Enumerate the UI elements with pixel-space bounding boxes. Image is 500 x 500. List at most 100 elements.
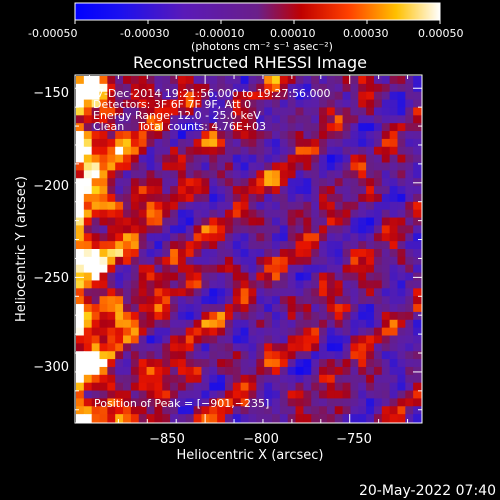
heatmap-cell xyxy=(256,154,265,164)
heatmap-cell xyxy=(279,256,289,266)
heatmap-cell xyxy=(319,154,328,164)
heatmap-cell xyxy=(240,366,250,376)
heatmap-cell xyxy=(115,366,124,376)
heatmap-cell xyxy=(256,256,265,266)
heatmap-cell xyxy=(209,241,218,250)
heatmap-cell xyxy=(130,233,140,242)
heatmap-cell xyxy=(287,249,297,258)
heatmap-cell xyxy=(358,256,367,266)
heatmap-cell xyxy=(397,398,406,407)
heatmap-cell xyxy=(358,311,367,321)
heatmap-cell xyxy=(91,201,101,211)
heatmap-cell xyxy=(91,154,101,164)
heatmap-cell xyxy=(154,154,163,164)
heatmap-cell xyxy=(311,382,320,392)
heatmap-cell xyxy=(170,327,179,337)
heatmap-cell xyxy=(389,327,399,337)
heatmap-cell xyxy=(342,366,352,376)
heatmap-cell xyxy=(123,359,132,368)
heatmap-cell xyxy=(272,99,281,109)
heatmap-cell xyxy=(138,99,148,109)
heatmap-cell xyxy=(217,343,226,352)
heatmap-cell xyxy=(107,146,116,156)
heatmap-cell xyxy=(295,131,304,140)
heatmap-cell xyxy=(193,406,203,415)
heatmap-cell xyxy=(123,162,132,171)
heatmap-cell xyxy=(287,351,297,360)
heatmap-cell xyxy=(287,233,297,242)
heatmap-cell xyxy=(185,138,195,148)
heatmap-cell xyxy=(350,178,359,187)
heatmap-cell xyxy=(107,201,116,211)
heatmap-cell xyxy=(287,217,297,227)
heatmap-cell xyxy=(366,91,375,101)
heatmap-cell xyxy=(405,390,414,400)
heatmap-cell xyxy=(138,162,148,171)
y-tick-label: −300 xyxy=(33,360,69,375)
heatmap-cell xyxy=(358,225,367,234)
heatmap-cell xyxy=(177,398,187,407)
heatmap-cell xyxy=(123,351,132,360)
heatmap-cell xyxy=(91,280,101,289)
heatmap-cell xyxy=(91,343,101,352)
heatmap-cell xyxy=(264,138,273,148)
heatmap-cell xyxy=(311,351,320,360)
heatmap-cell xyxy=(240,288,250,297)
heatmap-cell xyxy=(154,123,163,132)
heatmap-cell xyxy=(303,398,312,407)
heatmap-cell xyxy=(107,374,116,384)
heatmap-cell xyxy=(342,225,352,234)
heatmap-cell xyxy=(326,335,336,344)
heatmap-cell xyxy=(272,233,281,242)
heatmap-cell xyxy=(154,241,163,250)
heatmap-cell xyxy=(232,390,242,400)
heatmap-cell xyxy=(381,414,391,423)
heatmap-cell xyxy=(397,83,406,93)
heatmap-cell xyxy=(123,398,132,407)
heatmap-cell xyxy=(381,123,391,132)
heatmap-cell xyxy=(217,390,226,400)
heatmap-cell xyxy=(217,288,226,297)
heatmap-cell xyxy=(130,217,140,227)
heatmap-cell xyxy=(217,327,226,337)
heatmap-cell xyxy=(287,398,297,407)
heatmap-cell xyxy=(209,178,218,187)
heatmap-cell xyxy=(389,162,399,171)
heatmap-cell xyxy=(154,366,163,376)
heatmap-cell xyxy=(123,217,132,227)
heatmap-cell xyxy=(177,280,187,289)
heatmap-cell xyxy=(413,351,422,360)
y-tick-label: −200 xyxy=(33,179,69,194)
heatmap-cell xyxy=(248,264,257,274)
heatmap-cell xyxy=(248,382,257,392)
heatmap-cell xyxy=(154,91,163,101)
heatmap-cell xyxy=(373,249,383,258)
heatmap-cell xyxy=(154,398,163,407)
heatmap-cell xyxy=(311,76,320,85)
heatmap-cell xyxy=(201,154,210,164)
heatmap-cell xyxy=(224,83,234,93)
heatmap-cell xyxy=(209,201,218,211)
heatmap-cell xyxy=(311,256,320,266)
heatmap-cell xyxy=(170,406,179,415)
heatmap-cell xyxy=(389,390,399,400)
heatmap-cell xyxy=(334,217,344,227)
heatmap-cell xyxy=(303,201,312,211)
heatmap-cell xyxy=(185,225,195,234)
heatmap-cell xyxy=(224,366,234,376)
heatmap-cell xyxy=(405,131,414,140)
heatmap-cell xyxy=(177,304,187,313)
heatmap-cell xyxy=(350,343,359,352)
heatmap-cell xyxy=(146,311,156,321)
heatmap-cell xyxy=(272,170,281,179)
heatmap-cell xyxy=(193,327,203,337)
heatmap-cell xyxy=(272,374,281,384)
heatmap-cell xyxy=(240,154,250,164)
heatmap-cell xyxy=(76,233,85,242)
heatmap-cell xyxy=(154,374,163,384)
heatmap-cell xyxy=(123,366,132,376)
heatmap-cell xyxy=(115,288,124,297)
heatmap-cell xyxy=(224,272,234,282)
heatmap-cell xyxy=(83,193,93,203)
heatmap-cell xyxy=(295,107,304,116)
